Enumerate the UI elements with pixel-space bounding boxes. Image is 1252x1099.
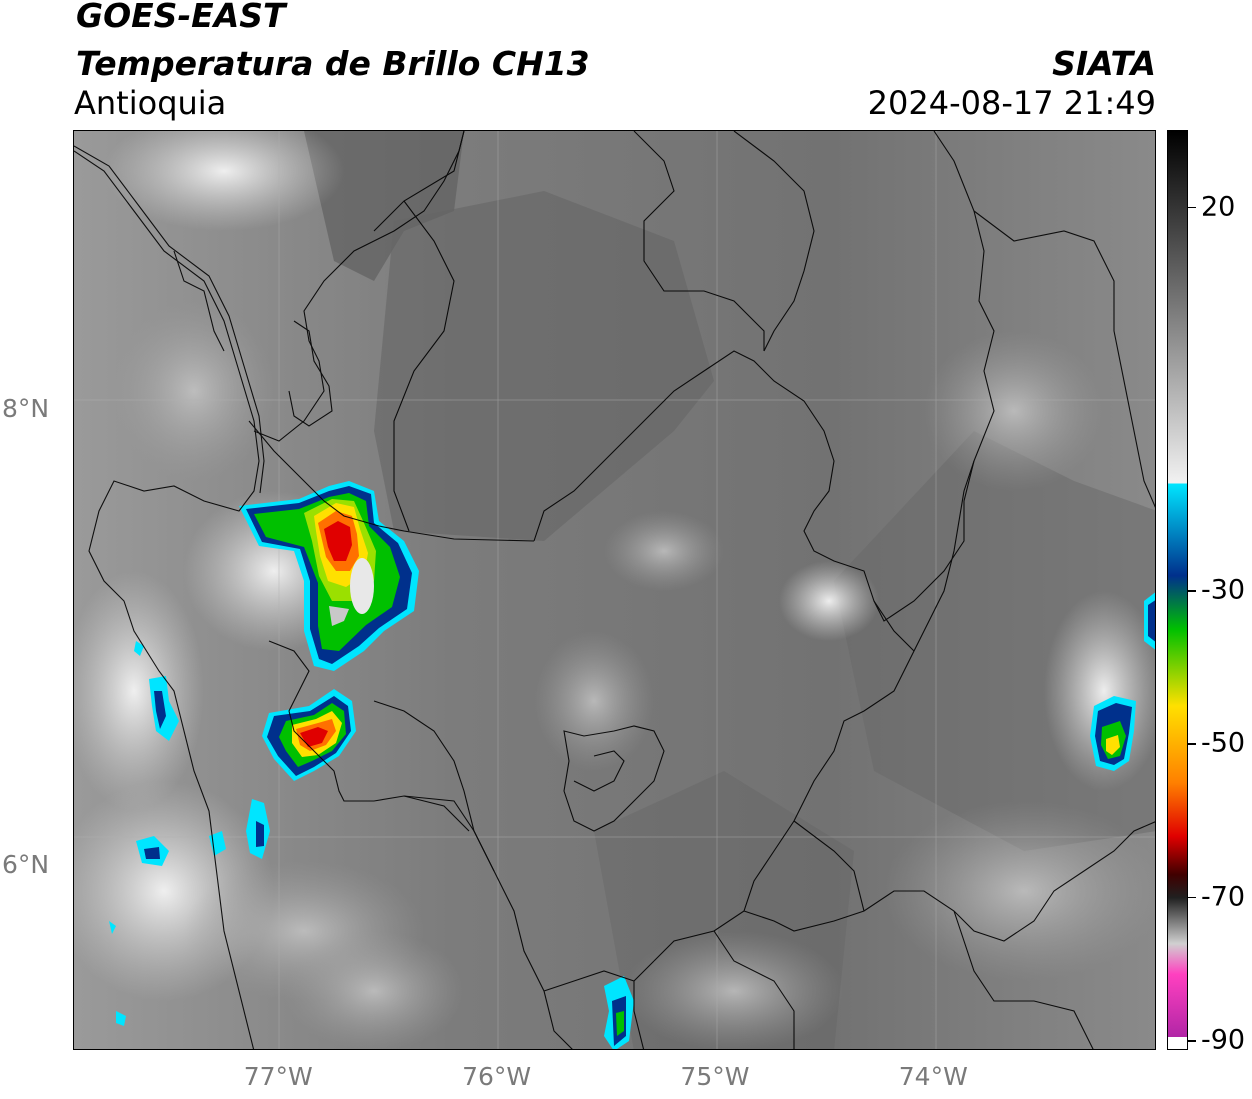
colorbar-tick-label: -30 xyxy=(1201,574,1246,606)
satellite-title: GOES-EAST xyxy=(76,0,286,35)
storm-cell-east-edge xyxy=(1144,592,1155,650)
timestamp-label: 2024-08-17 21:49 xyxy=(867,84,1156,122)
organization-label: SIATA xyxy=(1052,44,1156,83)
storm-cell-east xyxy=(1090,696,1136,771)
colorbar-tick-label: -50 xyxy=(1201,727,1246,759)
cloud-pacific-1 xyxy=(74,571,204,811)
graticule xyxy=(74,131,1155,1049)
colorbar-tick-label: -70 xyxy=(1201,881,1246,913)
lat-label: 8°N xyxy=(2,394,50,424)
colorbar-tick xyxy=(1188,1040,1196,1042)
cloud-central xyxy=(604,511,724,591)
cloud-magdalena xyxy=(779,561,879,641)
colorbar-fill xyxy=(1168,131,1187,1049)
colorbar-tick xyxy=(1188,743,1196,745)
cloud-ne xyxy=(924,331,1104,491)
boundaries xyxy=(74,131,1155,1049)
cloud-w xyxy=(114,301,274,481)
colorbar-tick xyxy=(1188,206,1196,209)
lon-label: 74°W xyxy=(898,1062,968,1091)
cloud-sw xyxy=(284,931,464,1049)
dark-region-north xyxy=(374,191,714,541)
cloud-east-2 xyxy=(884,801,1155,981)
colorbar-tick-label: 20 xyxy=(1201,191,1236,223)
lon-label: 76°W xyxy=(462,1062,532,1091)
lon-label: 75°W xyxy=(680,1062,750,1091)
cloud-nw xyxy=(104,131,344,231)
region-subtitle: Antioquia xyxy=(74,84,227,122)
storm-cell-uraba xyxy=(239,481,419,671)
storm-cell-frontino xyxy=(262,689,356,781)
colorbar-gradient xyxy=(1168,131,1187,1049)
colorbar-tick xyxy=(1188,590,1196,592)
lon-label: 77°W xyxy=(243,1062,313,1091)
cloud-south xyxy=(624,931,844,1049)
product-title: Temperatura de Brillo CH13 xyxy=(76,44,590,83)
dark-region-caribbean xyxy=(304,131,464,281)
lat-label: 6°N xyxy=(2,849,50,879)
colorbar-under-swatch xyxy=(1168,1037,1187,1049)
satellite-map[interactable] xyxy=(73,130,1156,1050)
colorbar xyxy=(1167,130,1188,1050)
colorbar-tick-label: -90 xyxy=(1201,1024,1246,1056)
cloud-cordillera xyxy=(534,631,654,771)
small-cell-green xyxy=(616,1011,624,1036)
colorbar-tick xyxy=(1188,896,1196,899)
